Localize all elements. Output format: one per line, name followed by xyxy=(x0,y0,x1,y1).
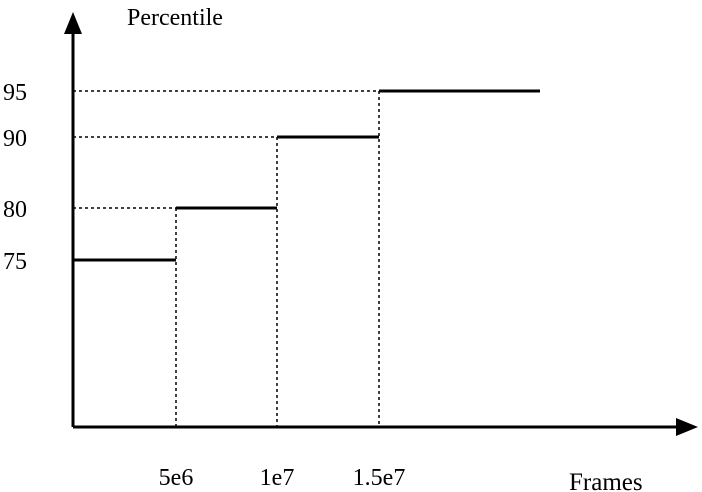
y-axis-label: Percentile xyxy=(127,5,223,31)
y-tick-label-90: 90 xyxy=(3,126,27,152)
y-tick-label-75: 75 xyxy=(3,249,27,275)
y-tick-label-95: 95 xyxy=(3,80,27,106)
y-axis-arrow-icon xyxy=(64,12,82,34)
x-axis-arrow-icon xyxy=(676,418,698,436)
x-axis-label: Frames xyxy=(569,469,643,492)
dashed-guides xyxy=(73,90,380,427)
tick-labels: 75 80 90 95 5e6 1e7 1.5e7 xyxy=(3,80,405,491)
x-tick-label-1.5e7: 1.5e7 xyxy=(353,465,406,491)
x-tick-label-5e6: 5e6 xyxy=(159,465,194,491)
step-series xyxy=(73,89,540,262)
x-tick-label-1e7: 1e7 xyxy=(260,465,295,491)
y-tick-label-80: 80 xyxy=(3,197,27,223)
axes xyxy=(64,12,698,436)
